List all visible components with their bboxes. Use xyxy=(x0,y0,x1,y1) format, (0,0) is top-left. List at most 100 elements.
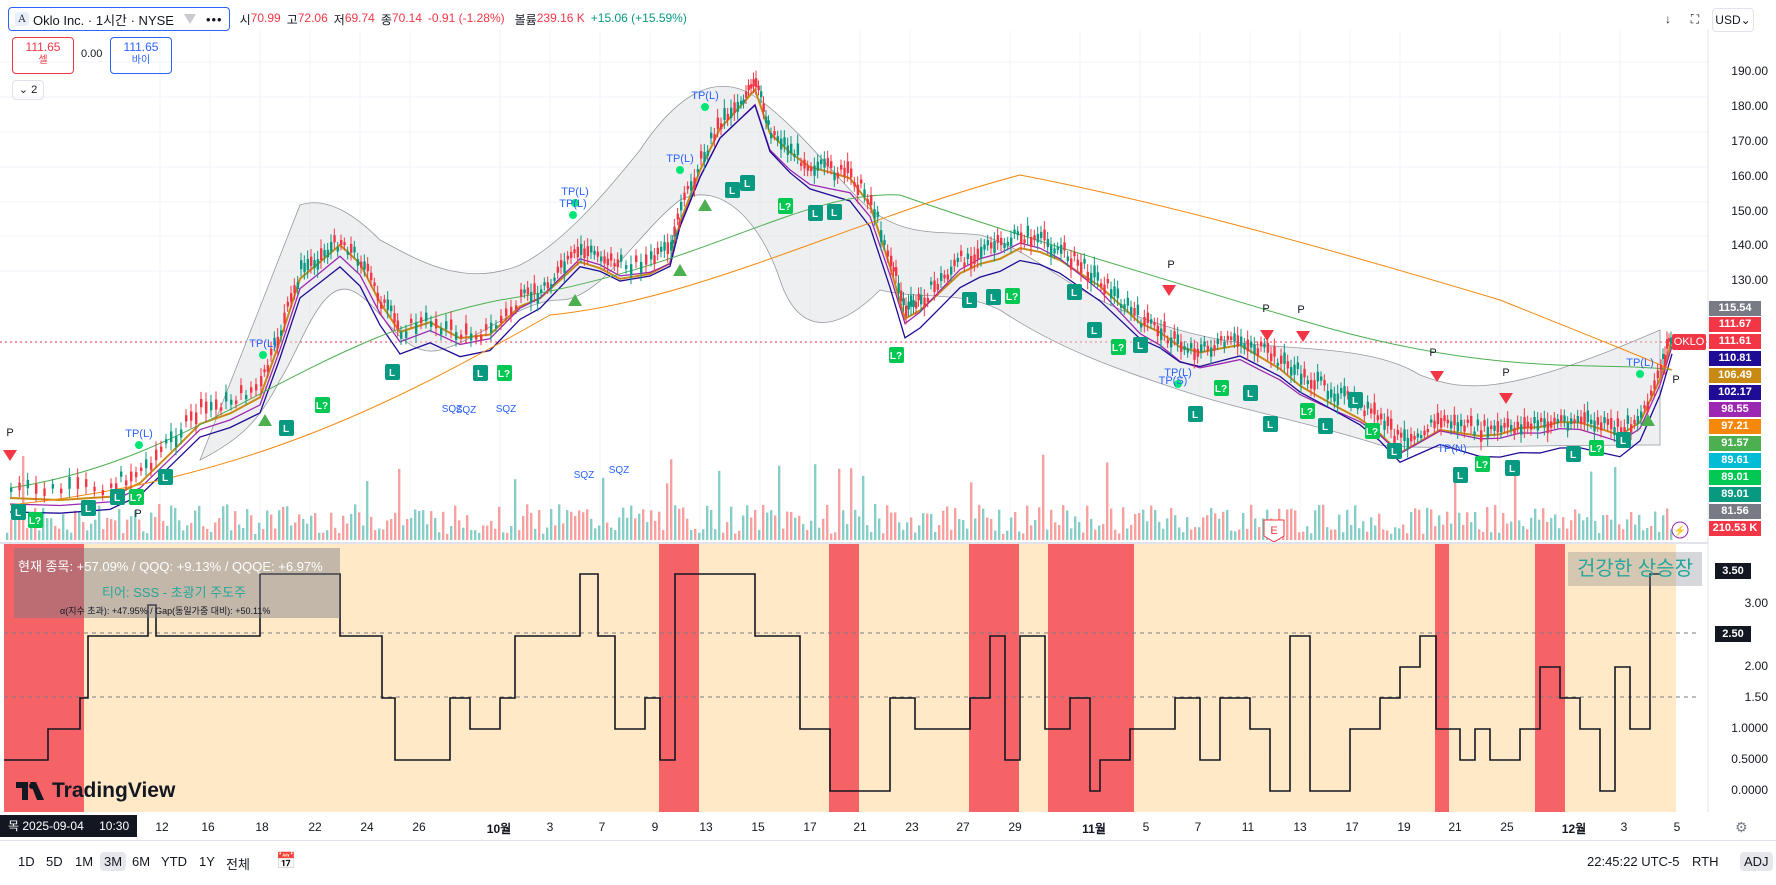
tradingview-logo[interactable]: TradingView xyxy=(16,779,175,803)
cursor-time: 10:30 xyxy=(99,819,130,833)
price-tag: 111.67 xyxy=(1709,317,1761,332)
price-tag: 89.01 xyxy=(1709,487,1761,502)
volume-bar xyxy=(358,512,361,540)
volume-bar xyxy=(1326,527,1329,540)
volume-bar xyxy=(1162,528,1165,540)
fullscreen-icon[interactable]: ⛶ xyxy=(1684,8,1706,30)
timeframe-1d[interactable]: 1D xyxy=(18,854,35,869)
time-tick: 10월 xyxy=(486,822,512,836)
timeframe-all[interactable]: 전체 xyxy=(226,857,250,872)
candle xyxy=(130,471,133,482)
long-signal-text: L xyxy=(85,504,91,515)
volume-bar xyxy=(134,510,137,540)
volume-bar xyxy=(942,510,945,540)
candle xyxy=(1400,432,1403,438)
volume-bar xyxy=(1670,529,1673,540)
candle xyxy=(1003,243,1006,248)
volume-bar xyxy=(842,510,845,540)
session-toggle[interactable]: RTH xyxy=(1692,854,1719,869)
volume-bar xyxy=(1010,517,1013,540)
volume-bar xyxy=(778,465,781,540)
tp-long-dot xyxy=(569,211,577,219)
candle xyxy=(505,308,508,317)
candle xyxy=(1076,259,1080,266)
price-tick: 170.00 xyxy=(1731,134,1768,148)
candle xyxy=(1450,421,1453,429)
candle xyxy=(425,312,428,322)
timeframe-6m[interactable]: 6M xyxy=(132,854,151,869)
volume-bar xyxy=(782,528,785,540)
candle xyxy=(1163,321,1166,333)
candle xyxy=(566,255,570,260)
candle xyxy=(752,79,755,87)
calendar-range-icon[interactable]: 📅 xyxy=(276,853,296,870)
candle xyxy=(1246,339,1250,352)
more-options-icon[interactable]: ••• xyxy=(205,11,223,27)
download-icon[interactable]: ↓ xyxy=(1657,8,1679,30)
symbol-selector[interactable]: A Oklo Inc. · 1시간 · NYSE ••• xyxy=(8,7,230,31)
ma-green-line xyxy=(9,194,1673,489)
volume-bar xyxy=(882,533,885,540)
volume-bar xyxy=(206,529,209,540)
adjust-toggle[interactable]: ADJ xyxy=(1740,852,1773,871)
timeframe-5d[interactable]: 5D xyxy=(46,854,63,869)
sell-triangle xyxy=(3,450,17,461)
candle xyxy=(435,319,438,329)
long-signal xyxy=(808,205,823,221)
sell-button[interactable]: 111.65 셀 xyxy=(12,37,74,74)
candle xyxy=(1123,304,1126,310)
indicators-toggle[interactable]: ⌄ 2 xyxy=(12,80,44,100)
candle xyxy=(1423,430,1426,436)
candle xyxy=(1210,347,1213,357)
candle xyxy=(1633,419,1636,425)
timeframe-1y[interactable]: 1Y xyxy=(199,854,215,869)
candle xyxy=(620,254,623,262)
volume-bar xyxy=(1374,525,1377,540)
volume-bar xyxy=(482,525,485,540)
candle xyxy=(165,439,168,444)
candle xyxy=(475,335,478,340)
candle xyxy=(850,168,853,178)
volume-bar xyxy=(894,512,897,540)
buy-button[interactable]: 111.65 바이 xyxy=(110,37,172,74)
candle xyxy=(973,254,976,264)
long-signal-text: L xyxy=(744,179,750,190)
clock-time[interactable]: 22:45:22 UTC-5 xyxy=(1587,854,1680,869)
candle xyxy=(536,293,540,304)
candle xyxy=(1543,418,1546,428)
currency-selector[interactable]: USD ⌄ xyxy=(1712,8,1754,32)
candle xyxy=(1160,328,1163,341)
volume-bar xyxy=(238,524,241,540)
volume-bar xyxy=(606,522,609,540)
long-signal-text: L? xyxy=(1590,444,1602,455)
volume-bar xyxy=(730,506,733,540)
volume-bar xyxy=(82,522,85,540)
candle xyxy=(912,300,915,308)
candle xyxy=(686,185,690,190)
candle xyxy=(956,257,960,263)
buy-triangle xyxy=(1641,414,1655,426)
volume-bar xyxy=(370,516,373,540)
long-signal-text: L xyxy=(1192,410,1198,421)
candle xyxy=(1090,272,1093,284)
volume-bar xyxy=(874,504,877,540)
candle xyxy=(200,398,203,408)
timeframe-3m[interactable]: 3M xyxy=(100,852,127,871)
candle xyxy=(1443,415,1446,421)
volume-bar xyxy=(1642,530,1645,540)
long-signal-text: L xyxy=(15,508,21,519)
candle xyxy=(1666,339,1669,349)
candle xyxy=(590,245,593,253)
timeframe-1m[interactable]: 1M xyxy=(75,854,94,869)
candle xyxy=(740,100,743,105)
settings-gear-icon[interactable]: ⚙ xyxy=(1735,819,1748,835)
timeframe-ytd[interactable]: YTD xyxy=(161,854,187,869)
flag-icon[interactable] xyxy=(183,14,196,24)
volume-bar xyxy=(38,530,41,540)
volume-bar xyxy=(826,504,829,540)
volume-bar xyxy=(1046,529,1049,540)
candle xyxy=(1203,341,1206,347)
candle xyxy=(1566,423,1570,431)
candle xyxy=(933,280,936,293)
